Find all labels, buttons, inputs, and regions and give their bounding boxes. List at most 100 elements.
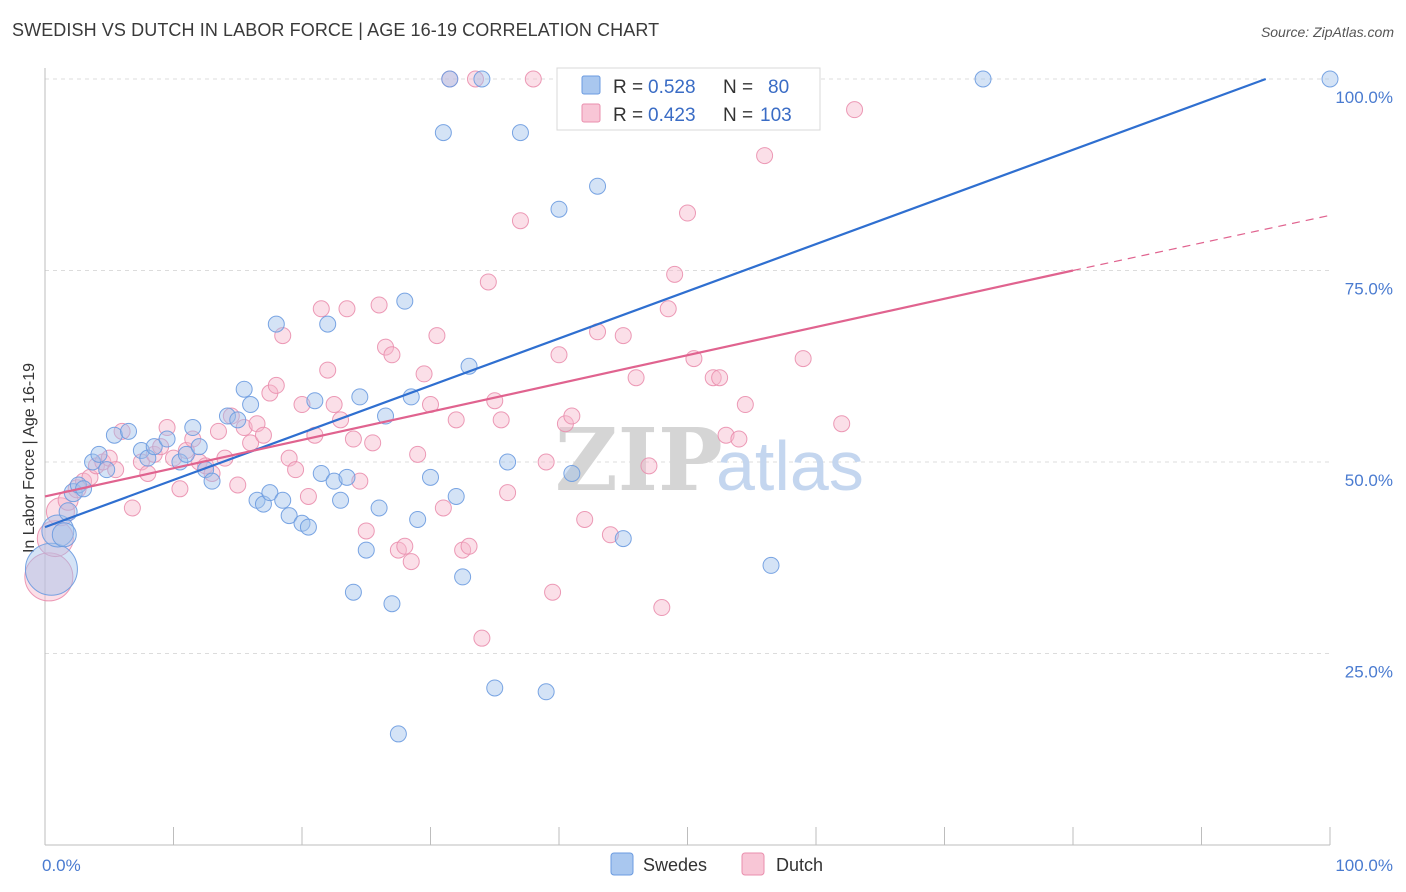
swedes-point	[389, 725, 407, 743]
dutch-point	[833, 415, 851, 433]
legend-swedes-n-label: N =	[723, 77, 753, 98]
y-tick-label-75: 75.0%	[1345, 280, 1393, 299]
y-tick-label-100: 100.0%	[1335, 88, 1393, 107]
dutch-point	[415, 365, 433, 383]
dutch-point	[299, 487, 317, 505]
dutch-point	[396, 537, 414, 555]
dutch-point	[576, 510, 594, 528]
swedes-point	[235, 380, 253, 398]
swedes-point	[441, 70, 459, 88]
dutch-point	[601, 526, 619, 544]
swedes-point	[261, 484, 279, 502]
bottom-legend-dutch-swatch	[741, 852, 765, 876]
swedes-point	[351, 388, 369, 406]
swedes-point	[190, 438, 208, 456]
dutch-point	[434, 499, 452, 517]
legend-swedes-swatch	[581, 75, 601, 95]
swedes-point	[51, 522, 77, 548]
legend-dutch-r-label: R =	[613, 105, 643, 126]
swedes-point	[229, 411, 247, 429]
dutch-point	[383, 346, 401, 364]
dutch-point	[704, 369, 722, 387]
bottom-legend-swedes-label: Swedes	[643, 855, 707, 875]
dutch-point	[794, 350, 812, 368]
dutch-point	[473, 629, 491, 647]
x-tick-label-max: 100.0%	[1335, 856, 1393, 875]
swedes-point	[550, 200, 568, 218]
dutch-point	[479, 273, 497, 291]
dutch-point	[460, 537, 478, 555]
swedes-point	[120, 422, 138, 440]
dutch-trend-line-extension	[1072, 214, 1331, 272]
swedes-point	[762, 556, 780, 574]
swedes-point	[24, 542, 78, 596]
swedes-point	[319, 315, 337, 333]
dutch-points	[24, 70, 864, 647]
dutch-point	[659, 300, 677, 318]
dutch-point	[492, 411, 510, 429]
bottom-legend-swedes-swatch	[610, 852, 634, 876]
dutch-point	[364, 434, 382, 452]
dutch-point	[447, 411, 465, 429]
dutch-point	[287, 461, 305, 479]
gridlines	[45, 78, 1330, 654]
swedes-point	[158, 430, 176, 448]
swedes-point	[105, 426, 123, 444]
legend-swedes-r-label: R =	[613, 77, 643, 98]
swedes-point	[325, 472, 343, 490]
swedes-point	[177, 445, 195, 463]
dutch-point	[107, 461, 125, 479]
dutch-point	[113, 422, 131, 440]
dutch-point	[717, 426, 735, 444]
dutch-point	[351, 472, 369, 490]
swedes-point	[402, 388, 420, 406]
bottom-legend-dutch-label: Dutch	[776, 855, 823, 875]
dutch-point	[209, 422, 227, 440]
dutch-point	[486, 392, 504, 410]
chart-title: SWEDISH VS DUTCH IN LABOR FORCE | AGE 16…	[12, 20, 660, 40]
swedes-point	[145, 438, 163, 456]
dutch-point	[332, 411, 350, 429]
swedes-point	[357, 541, 375, 559]
dutch-point	[627, 369, 645, 387]
source-credit: Source: ZipAtlas.com	[1260, 24, 1394, 40]
watermark-atlas: atlas	[716, 427, 864, 505]
dutch-point	[319, 361, 337, 379]
swedes-point	[280, 507, 298, 525]
swedes-point	[434, 124, 452, 142]
swedes-point	[511, 124, 529, 142]
x-tick-label-min: 0.0%	[42, 856, 81, 875]
dutch-point	[325, 396, 343, 414]
swedes-point	[396, 292, 414, 310]
dutch-point	[36, 520, 74, 558]
legend-box: R = 0.528 N = 80 R = 0.423 N = 103	[556, 67, 821, 131]
swedes-point	[299, 518, 317, 536]
dutch-point	[466, 70, 484, 88]
dutch-point	[736, 396, 754, 414]
dutch-point	[293, 396, 311, 414]
dutch-point	[229, 476, 247, 494]
swedes-point	[1321, 70, 1339, 88]
swedes-point	[383, 595, 401, 613]
swedes-points	[24, 70, 1339, 743]
swedes-point	[90, 445, 108, 463]
legend-swedes-n-value: 80	[768, 77, 789, 98]
trend-lines	[44, 77, 1331, 529]
dutch-trend-line	[44, 269, 1074, 498]
dutch-point	[511, 212, 529, 230]
legend-dutch-r-value: 0.423	[648, 105, 696, 126]
swedes-point	[473, 70, 491, 88]
dutch-point	[171, 480, 189, 498]
swedes-point	[338, 468, 356, 486]
y-tick-label-25: 25.0%	[1345, 663, 1393, 682]
dutch-point	[338, 300, 356, 318]
swedes-point	[486, 679, 504, 697]
watermark-zip: ZIP	[555, 410, 723, 511]
dutch-point	[756, 147, 774, 165]
legend-dutch-n-label: N =	[723, 105, 753, 126]
legend-frame	[556, 67, 821, 131]
dutch-point	[846, 101, 864, 119]
swedes-point	[242, 396, 260, 414]
dutch-point	[312, 300, 330, 318]
dutch-point	[428, 327, 446, 345]
